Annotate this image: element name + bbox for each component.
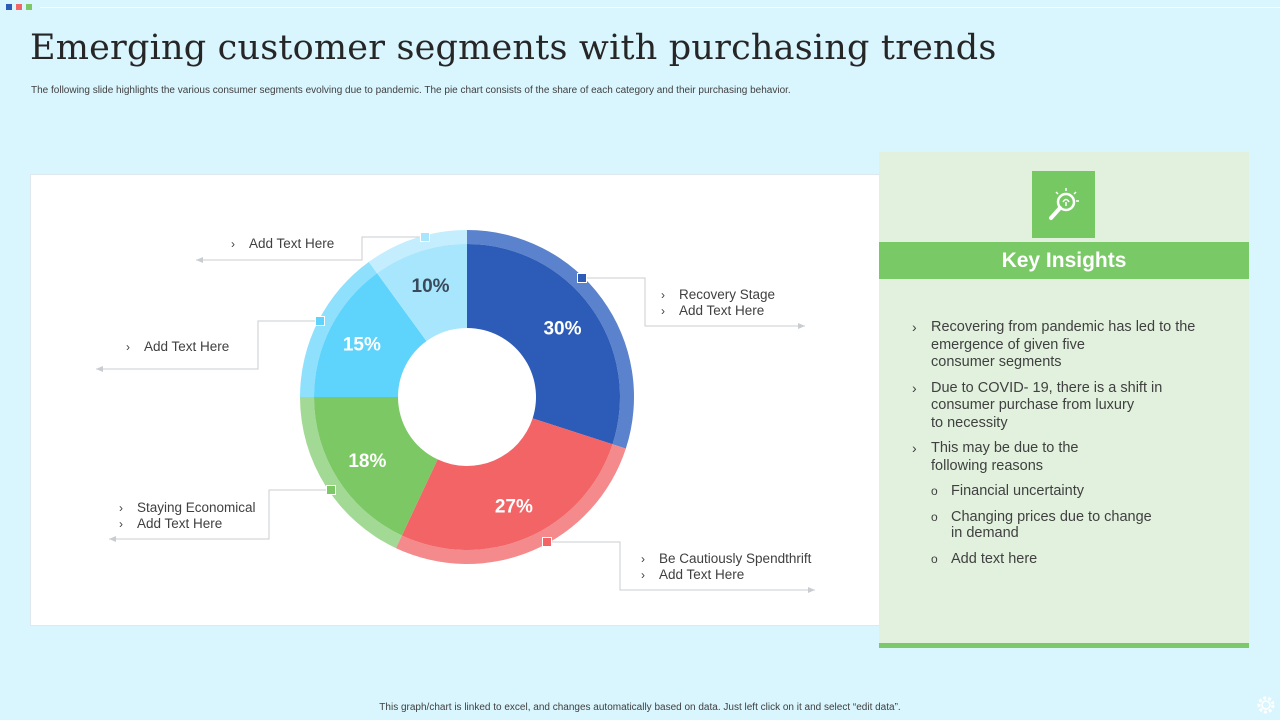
callout-marker-4 — [420, 232, 430, 242]
connector-line-0 — [582, 277, 805, 327]
callout-marker-2 — [326, 485, 336, 495]
callout-left-middle-text: Add Text Here — [144, 339, 230, 354]
insight-item: Due to COVID- 19, there is a shift in co… — [909, 380, 1229, 433]
connector-line-2 — [109, 489, 331, 540]
reason-item: Add text here — [931, 551, 1231, 568]
slice-label-4: 10% — [412, 276, 450, 297]
lightbulb-magnifier-icon — [1032, 171, 1095, 238]
connector-arrow-0 — [798, 323, 805, 329]
callout-cautious-text: Add Text Here — [659, 567, 745, 582]
callout-marker-0 — [577, 273, 587, 283]
callout-connectors — [96, 236, 815, 593]
donut-slices — [300, 230, 634, 564]
slice-labels: 30% 27% 18% 15% 10% — [343, 276, 582, 518]
chart-card[interactable]: 30% 27% 18% 15% 10% › Recovery Stage › Add Tex… — [30, 174, 880, 626]
callout-marker-1 — [542, 537, 552, 547]
connector-line-4 — [196, 236, 425, 261]
connector-arrow-2 — [109, 536, 116, 542]
page-subtitle: The following slide highlights the vario… — [31, 85, 791, 96]
gear-icon[interactable] — [1255, 694, 1277, 716]
slice-outer-ring-2[interactable] — [300, 397, 402, 549]
insight-item: This may be due to the following reasons — [909, 440, 1229, 475]
slice-0[interactable] — [467, 244, 620, 445]
callout-economical-text: Add Text Here — [137, 516, 223, 531]
callout-markers — [315, 232, 587, 547]
callout-recovery: › Recovery Stage › Add Text Here — [661, 287, 776, 318]
callout-economical: › Staying Economical › Add Text Here — [119, 500, 256, 531]
slice-label-3: 15% — [343, 334, 381, 355]
callout-recovery-title: Recovery Stage — [679, 287, 776, 302]
page-title: Emerging customer segments with purchasi… — [30, 28, 997, 68]
slice-outer-ring-0[interactable] — [467, 230, 634, 449]
slice-label-2: 18% — [348, 451, 386, 472]
slice-label-1: 27% — [495, 496, 533, 517]
connector-arrow-1 — [808, 587, 815, 593]
key-insights-panel: Key Insights Recovering from pandemic ha… — [879, 152, 1249, 648]
red-dot — [16, 4, 22, 10]
connector-arrow-3 — [96, 366, 103, 372]
callout-marker-3 — [315, 316, 325, 326]
key-insights-header: Key Insights — [879, 242, 1249, 279]
slice-3[interactable] — [314, 273, 427, 397]
callout-cautious-title: Be Cautiously Spendthrift — [659, 551, 812, 566]
reason-item: Changing prices due to change in demand — [931, 509, 1231, 542]
callout-recovery-text: Add Text Here — [679, 303, 765, 318]
slice-outer-ring-4[interactable] — [368, 230, 467, 274]
footer-note: This graph/chart is linked to excel, and… — [379, 702, 901, 713]
connector-line-3 — [96, 320, 320, 370]
slice-outer-ring-1[interactable] — [395, 444, 626, 564]
connector-line-1 — [547, 541, 815, 591]
donut-chart[interactable]: 30% 27% 18% 15% 10% — [31, 175, 881, 627]
slice-label-0: 30% — [543, 319, 581, 340]
callout-cautious: › Be Cautiously Spendthrift › Add Text Her… — [641, 551, 812, 582]
callout-top-left: › Add Text Here — [231, 236, 335, 251]
green-dot — [26, 4, 32, 10]
blue-dot — [6, 4, 12, 10]
window-dots — [6, 4, 32, 10]
callout-economical-title: Staying Economical — [137, 500, 256, 515]
slice-4[interactable] — [377, 244, 467, 342]
slice-1[interactable] — [401, 418, 613, 550]
callout-top-left-text: Add Text Here — [249, 236, 335, 251]
top-divider — [40, 7, 1280, 8]
slice-outer-ring-3[interactable] — [300, 261, 378, 397]
connector-arrow-4 — [196, 257, 203, 263]
slice-2[interactable] — [314, 397, 438, 536]
reason-item: Financial uncertainty — [931, 483, 1231, 500]
reason-list: Financial uncertainty Changing prices du… — [931, 483, 1231, 576]
insight-list: Recovering from pandemic has led to the … — [909, 319, 1229, 483]
insight-item: Recovering from pandemic has led to the … — [909, 319, 1229, 372]
callout-left-middle: › Add Text Here — [126, 339, 230, 354]
